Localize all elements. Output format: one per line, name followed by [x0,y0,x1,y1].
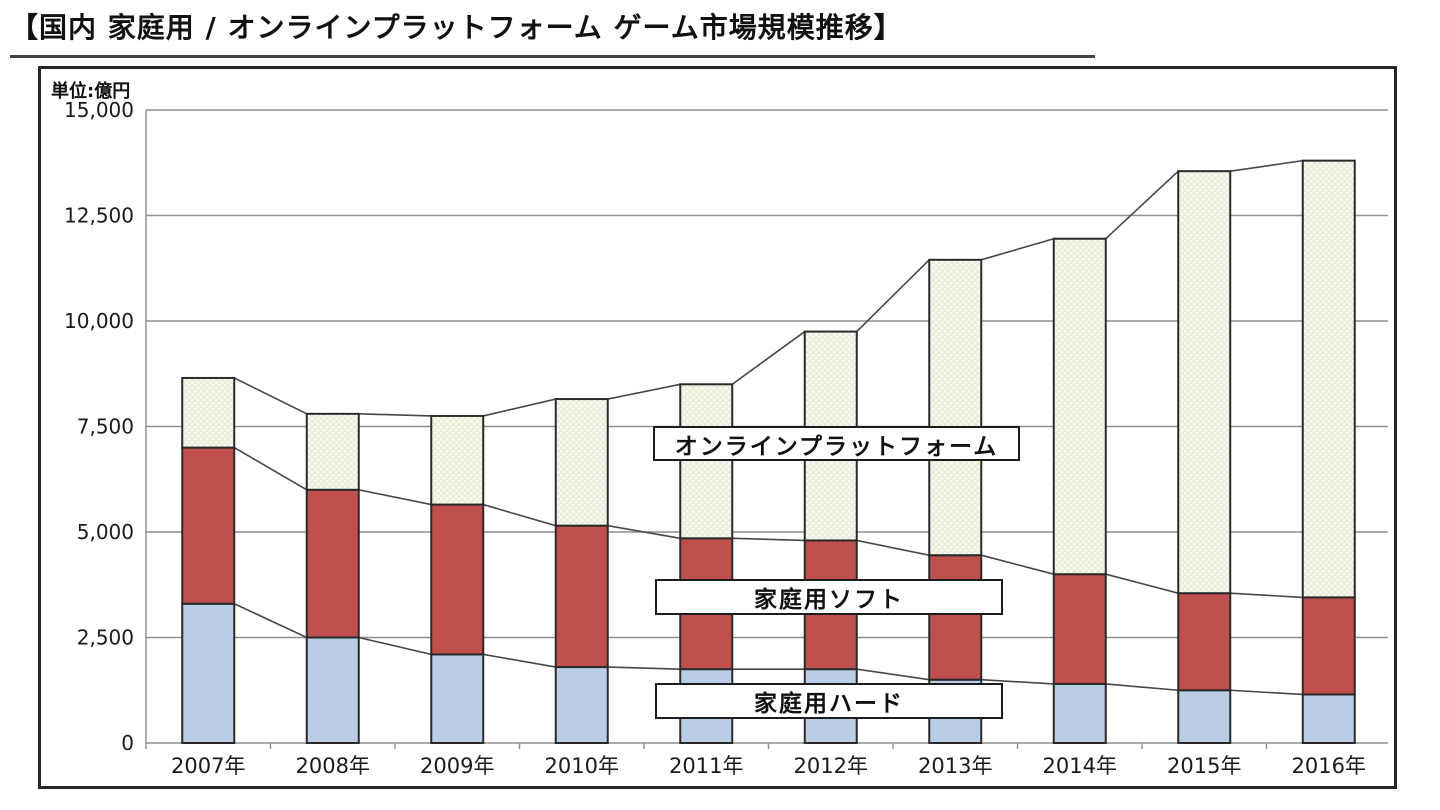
bar-segment-家庭用ソフト [1052,573,1107,685]
bar-segment-家庭用ハード [1177,689,1232,744]
y-axis-label: 2,500 [77,626,134,650]
bar-segment-家庭用ハード [305,636,360,744]
x-axis-label: 2007年 [171,754,245,778]
x-axis-label: 2011年 [669,754,743,778]
bar-segment-家庭用ハード [430,653,485,745]
bar-segment-オンラインプラットフォーム [305,412,360,491]
series-connector-line [607,666,681,670]
series-connector-line [1105,170,1179,240]
legend-label-online-platform: オンラインプラットフォーム [653,426,1020,461]
series-connector-line [1230,159,1303,172]
series-connector-line [1230,689,1303,696]
x-axis-label: 2010年 [545,754,619,778]
page-title: 【国内 家庭用 / オンラインプラットフォーム ゲーム市場規模推移】 [10,6,1095,58]
x-axis-label: 2009年 [420,754,494,778]
series-connector-line [233,377,308,415]
series-connector-line [483,398,556,417]
series-connector-line [981,678,1054,685]
bar-segment-家庭用ハード [181,602,236,744]
bar-segment-家庭用ソフト [430,503,485,656]
chart-canvas: 0 2,500 5,000 7,500 10,000 12,500 15,000 2007年 2… [64,98,1388,778]
x-axis-label: 2012年 [794,754,868,778]
unit-label: 単位:億円 [51,81,131,102]
series-connector-line [358,489,432,506]
series-connector-line [856,668,930,681]
bar-segment-オンラインプラットフォーム [928,258,983,557]
bar-segment-家庭用ソフト [554,524,609,669]
bar-segment-オンラインプラットフォーム [554,398,609,527]
series-connector-line [856,259,930,333]
bar-segment-オンラインプラットフォーム [1052,237,1107,576]
series-connector-line [981,554,1054,575]
x-axis-label: 2013年 [918,754,992,778]
legend-label-home-software: 家庭用ソフト [655,579,1003,615]
series-connector-line [732,537,805,542]
series-connector-line [1105,683,1179,692]
series-connector-line [483,503,556,527]
x-axis-label: 2015年 [1167,754,1241,778]
series-connector-line [358,413,432,417]
bar-segment-家庭用ソフト [928,554,983,681]
x-axis-label: 2008年 [296,754,370,778]
y-axis-label: 5,000 [77,520,134,544]
y-axis-label: 7,500 [77,415,134,439]
series-connector-line [981,237,1054,261]
bar-segment-オンラインプラットフォーム [1177,170,1232,595]
bar-segment-オンラインプラットフォーム [181,376,236,449]
y-axis-label: 10,000 [64,309,134,333]
bar-segment-家庭用ハード [1052,682,1107,744]
series-connector-line [233,603,308,639]
y-axis-label: 15,000 [64,98,134,122]
series-connector-line [1230,592,1303,599]
bar-segment-オンラインプラットフォーム [1301,159,1356,599]
series-connector-line [731,330,806,385]
bar-segment-家庭用ハード [1301,693,1356,744]
series-connector-line [607,383,681,400]
bar-segment-家庭用ソフト [181,446,236,605]
bar-segment-オンラインプラットフォーム [679,383,734,540]
y-axis-label: 12,500 [64,204,134,228]
series-connector-line [856,539,930,556]
bar-segment-家庭用ソフト [1301,596,1356,696]
bar-segment-オンラインプラットフォーム [430,414,485,506]
legend-label-online-platform-text: オンラインプラットフォーム [674,433,999,460]
x-axis-label: 2016年 [1292,754,1366,778]
x-axis-label: 2014年 [1043,754,1117,778]
series-connector-line [483,653,556,668]
series-connector-line [607,524,681,540]
legend-label-home-hardware: 家庭用ハード [655,683,1003,719]
y-axis-label: 0 [121,731,134,755]
bar-segment-家庭用ソフト [305,488,360,639]
chart-frame: 0 2,500 5,000 7,500 10,000 12,500 15,000 2007年 2… [38,66,1397,789]
series-connector-line [1105,573,1179,594]
legend-label-home-hardware-text: 家庭用ハード [754,691,904,717]
bar-segment-家庭用ハード [554,666,609,744]
series-connector-line [233,446,308,491]
series-connector-line [358,636,432,656]
bar-segment-家庭用ソフト [1177,592,1232,692]
legend-label-home-software-text: 家庭用ソフト [754,587,904,613]
